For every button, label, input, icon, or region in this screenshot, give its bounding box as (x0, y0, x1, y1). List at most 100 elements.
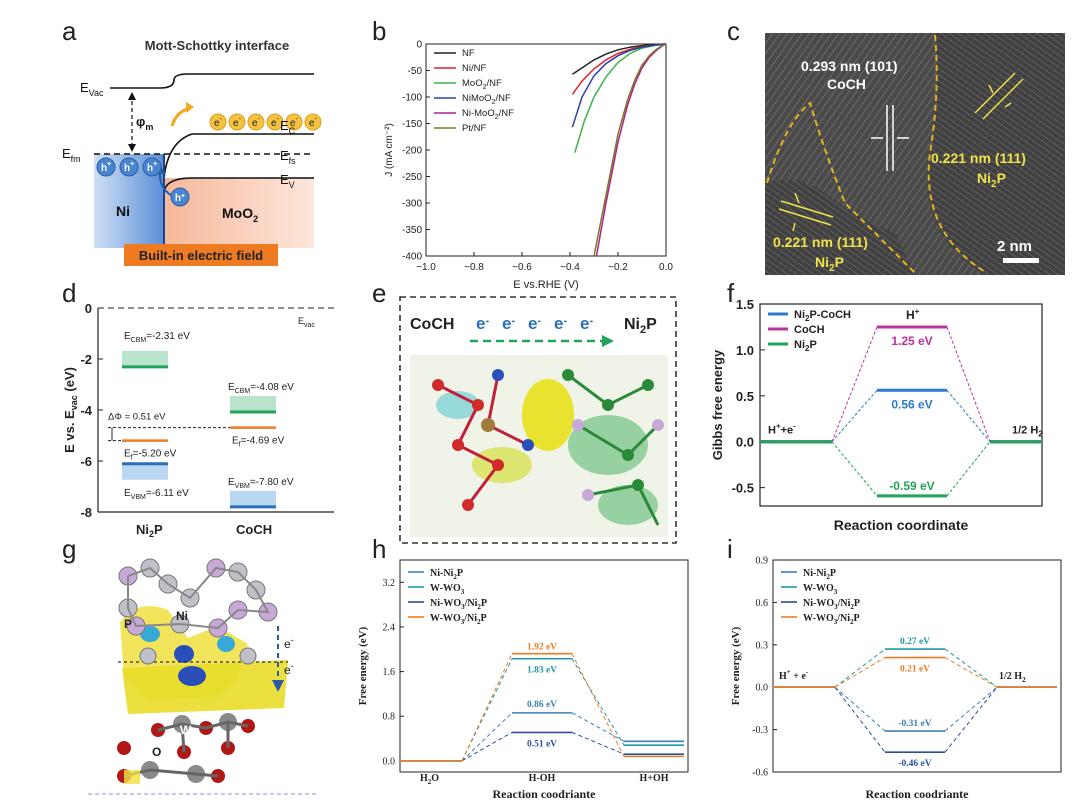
connector-ni2p (831, 441, 878, 497)
y-tick-label: -200 (402, 146, 422, 157)
scale-bar-label: 2 nm (997, 238, 1032, 255)
y-tick-label: 0.5 (736, 389, 754, 404)
state-label-start: H+ + e- (779, 668, 809, 682)
hole-circle (96, 157, 116, 177)
data-label-ni-ni2p: 0.86 eV (527, 700, 557, 710)
data-label-ni2p: -0.59 eV (889, 479, 934, 493)
data-label-ni-wo3-ni2p: -0.46 eV (898, 759, 931, 769)
series-line-moo2-nf (574, 43, 667, 153)
data-label-ni-wo3-ni2p: 0.51 eV (527, 739, 557, 749)
y-tick-label: 1.6 (383, 667, 396, 678)
y-tick-label: -100 (402, 93, 422, 104)
y-axis-title: Free energy (eV) (357, 626, 369, 705)
coch-cbm-label: ECBM=-4.08 eV (228, 382, 294, 395)
y-tick-label: 0.0 (756, 683, 769, 694)
legend-entry: Ni2P-CoCH (794, 309, 851, 323)
electron-row: e-e-e-e-e- (476, 314, 593, 333)
panel-label-a: a (62, 16, 77, 46)
e-fm-label: Efm (62, 146, 81, 164)
legend-entry: W-WO3/Ni2P (430, 613, 487, 626)
connector-w-wo3-ni2p (834, 657, 886, 688)
e-v-label: EV (280, 172, 295, 190)
y-tick-label: 3.2 (383, 578, 396, 589)
legend-entry: MoO2/NF (462, 78, 502, 91)
legend-entry: W-WO3 (803, 583, 838, 596)
moo2-region (164, 178, 314, 248)
legend-entry: Ni-Ni2P (430, 568, 463, 581)
y-tick-label: 1.0 (736, 343, 754, 358)
connector-ni-wo3-ni2p (461, 731, 513, 762)
coch-label: CoCH (827, 76, 866, 92)
state-label-start: H++e- (768, 422, 796, 437)
panel-label-f: f (727, 278, 735, 308)
x-axis-title: E vs.RHE (V) (513, 279, 578, 291)
dphi-label: ΔΦ = 0.51 eV (108, 412, 166, 423)
moo2-label: MoO2 (222, 205, 258, 224)
electron-label-1: e- (284, 635, 294, 651)
electron-circle-label: e- (233, 116, 242, 129)
data-label-coch: 1.25 eV (891, 334, 932, 348)
hole-circle (119, 157, 139, 177)
panel-i-free-energy-chart: 0.9 0.6 0.3 0.0 -0.3 -0.6 Free energy (eV) Reac… (730, 556, 1062, 800)
y-tick-label: 0.8 (383, 712, 396, 723)
legend-entry: NF (462, 48, 475, 59)
electron-circle-label: e- (309, 116, 318, 129)
y-tick-label: -2 (80, 352, 92, 367)
connector-w-wo3-ni2p (944, 657, 998, 688)
panel-a-mott-schottky-diagram: Mott-Schottky interface e-e-e-e-e-e- h+ h… (62, 38, 322, 266)
legend-entry: Ni-WO3/Ni2P (803, 598, 860, 611)
panel-label-d: d (62, 278, 77, 308)
plot-frame (399, 559, 689, 773)
connector-ni-ni2p (944, 686, 998, 732)
panel-c-hrtem-image: 0.293 nm (101) CoCH 0.221 nm (111) Ni2P … (765, 33, 1065, 275)
x-tick-label: −0.4 (560, 262, 580, 273)
band-vbm-coch (230, 490, 276, 507)
phi-m-label: φm (136, 114, 153, 132)
atom-label-p: P (124, 617, 132, 631)
ni2p-label-left: Ni2P (815, 254, 844, 274)
y-axis-title: Free energy (eV) (730, 626, 742, 705)
legend-entry: W-WO3 (430, 583, 465, 596)
e-fs-label: Efs (280, 148, 296, 166)
x-axis-title: Reaction coodriante (493, 787, 597, 800)
panel-g-structure: e- e- P Ni W O (88, 558, 318, 795)
electron-circle-label: e- (214, 116, 223, 129)
y-tick-label: 0 (85, 301, 92, 316)
plot-frame (772, 559, 1062, 773)
svg-text:h+: h+ (175, 193, 185, 205)
connector-coch (946, 326, 991, 442)
connector-w-wo3 (944, 648, 998, 688)
x-tick-label: −1.0 (416, 262, 436, 273)
category-label-coch: CoCH (236, 522, 272, 537)
connector-w-wo3 (461, 658, 513, 762)
connector-ni-wo3-ni2p (571, 731, 625, 755)
electron-circle-label: e- (271, 116, 280, 129)
x-tick-label: −0.8 (464, 262, 484, 273)
ni2p-label-right: Ni2P (977, 170, 1006, 190)
ni2p-vbm-label: EVBM=-6.11 eV (124, 488, 189, 501)
y-axis-title: J (mA cm⁻²) (384, 123, 395, 177)
built-in-field-label: Built-in electric field (139, 248, 263, 263)
data-label-ni-ni2p: -0.31 eV (898, 719, 931, 729)
scale-bar (1003, 258, 1039, 263)
conduction-band-line (163, 133, 314, 179)
legend-entry: Ni-MoO2/NF (462, 108, 514, 121)
panel-e-charge-density: CoCH Ni2P e-e-e-e-e- (399, 296, 677, 544)
e-c-label: EC (280, 118, 296, 136)
electron-symbol: e- (502, 314, 515, 333)
y-tick-label: 0.0 (736, 435, 754, 450)
band-vbm-ni2p (122, 463, 168, 480)
band-cbm-coch (230, 396, 276, 413)
x-axis-title: Reaction coordinate (834, 517, 969, 533)
e-vac-label: EVac (80, 80, 104, 98)
state-label-end: 1/2 H2 (1012, 425, 1043, 439)
built-in-field-banner (124, 244, 278, 266)
hole-row: h+ h+ h+ (96, 157, 162, 177)
panel-f-gibbs-chart: 1.5 1.0 0.5 0.0 -0.5 Gibbs free energy Reactio… (710, 297, 1043, 533)
panel-label-e: e (372, 278, 387, 308)
ni2p-label: Ni2P (624, 316, 657, 336)
hole-circle (170, 187, 190, 207)
panel-d-band-diagram: 0 -2 -4 -6 -8 Evac E vs. Evac (eV) ΔΦ = 0.51 eV… (62, 301, 334, 539)
electron-circle (285, 113, 303, 131)
ni2p-spacing-label-right: 0.221 nm (111) (931, 150, 1026, 166)
